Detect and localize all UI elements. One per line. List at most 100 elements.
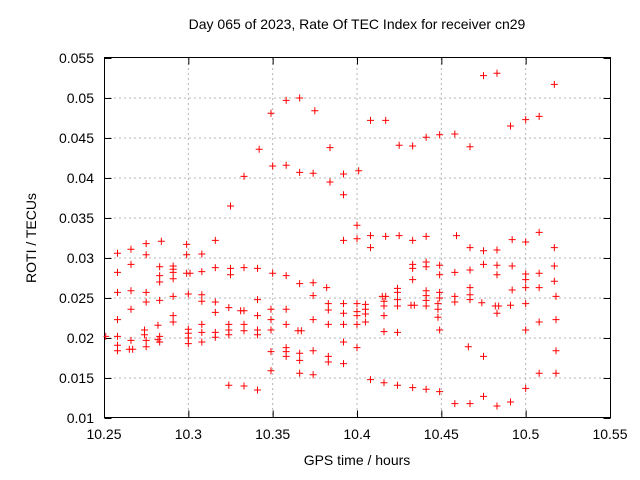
data-point xyxy=(267,109,275,117)
data-point xyxy=(227,271,234,279)
data-point xyxy=(422,385,430,393)
data-point xyxy=(353,312,361,320)
data-point xyxy=(198,320,206,328)
data-point xyxy=(142,336,150,344)
data-point xyxy=(353,221,361,229)
data-point xyxy=(323,284,331,292)
data-point xyxy=(113,316,121,324)
data-point xyxy=(103,332,110,340)
data-point xyxy=(436,261,444,269)
data-point xyxy=(169,318,177,326)
data-point xyxy=(466,266,474,274)
data-point xyxy=(508,262,516,270)
x-tick-label: 10.35 xyxy=(255,426,290,442)
data-point xyxy=(198,250,206,258)
data-point xyxy=(466,143,474,151)
data-point xyxy=(324,300,332,308)
data-point xyxy=(366,244,374,252)
data-point xyxy=(522,384,530,392)
data-point xyxy=(550,80,558,88)
data-point xyxy=(156,296,164,304)
data-point xyxy=(211,264,219,272)
data-point xyxy=(127,287,135,295)
data-point xyxy=(506,398,514,406)
data-point xyxy=(296,356,304,364)
data-point xyxy=(506,122,514,130)
data-point xyxy=(535,112,543,120)
data-point xyxy=(198,291,206,299)
data-point xyxy=(253,312,261,320)
data-point xyxy=(113,332,121,340)
data-point xyxy=(183,240,191,248)
data-point xyxy=(434,305,442,313)
data-point xyxy=(227,202,234,210)
x-tick-label: 10.45 xyxy=(424,426,459,442)
data-point xyxy=(198,297,206,305)
data-point xyxy=(340,309,348,317)
data-point xyxy=(550,244,558,252)
data-point xyxy=(113,288,121,296)
data-point xyxy=(409,264,417,272)
data-point xyxy=(340,170,348,178)
data-point xyxy=(127,260,135,268)
y-tick-label: 0.03 xyxy=(67,250,94,266)
data-point xyxy=(309,169,317,177)
data-point xyxy=(409,276,417,284)
data-point xyxy=(240,264,248,272)
data-point xyxy=(380,379,388,387)
data-point xyxy=(282,320,290,328)
data-point xyxy=(436,131,444,139)
data-point xyxy=(366,232,374,240)
data-point xyxy=(142,298,150,306)
y-tick-label: 0.055 xyxy=(59,50,94,66)
data-point xyxy=(382,232,390,240)
data-point xyxy=(340,191,348,199)
data-point xyxy=(436,294,444,302)
data-point xyxy=(409,236,417,244)
data-point xyxy=(324,306,332,314)
data-point xyxy=(493,309,501,317)
data-point xyxy=(422,302,430,310)
data-point xyxy=(380,328,388,336)
data-point xyxy=(269,162,277,170)
data-point xyxy=(451,298,459,306)
data-point xyxy=(493,402,501,410)
data-point xyxy=(113,268,121,276)
data-point xyxy=(355,167,363,175)
data-point xyxy=(211,236,219,244)
data-point xyxy=(366,116,374,124)
data-point xyxy=(113,347,121,355)
data-point xyxy=(211,298,219,306)
data-point xyxy=(480,352,487,360)
data-point xyxy=(436,388,444,396)
data-point xyxy=(184,290,192,298)
data-point xyxy=(466,400,474,408)
data-point xyxy=(253,386,261,394)
data-point xyxy=(493,271,501,279)
data-point xyxy=(127,336,135,344)
y-tick-label: 0.025 xyxy=(59,290,94,306)
data-points xyxy=(103,69,560,410)
x-tick-label: 10.4 xyxy=(343,426,370,442)
data-point xyxy=(240,320,248,328)
y-tick-label: 0.04 xyxy=(67,170,94,186)
data-point xyxy=(169,268,177,276)
data-point xyxy=(282,272,290,280)
data-point xyxy=(434,313,442,321)
data-point xyxy=(255,145,263,153)
x-tick-label: 10.5 xyxy=(512,426,539,442)
data-point xyxy=(508,286,516,294)
data-point xyxy=(142,240,150,248)
data-point xyxy=(156,278,164,286)
data-point xyxy=(267,305,275,313)
data-point xyxy=(198,268,206,276)
data-point xyxy=(296,369,304,377)
data-point xyxy=(393,302,401,310)
y-tick-label: 0.02 xyxy=(67,330,94,346)
x-tick-label: 10.3 xyxy=(175,426,202,442)
data-point xyxy=(296,94,304,102)
data-point xyxy=(296,349,304,357)
data-point xyxy=(522,326,530,334)
data-point xyxy=(296,168,304,176)
